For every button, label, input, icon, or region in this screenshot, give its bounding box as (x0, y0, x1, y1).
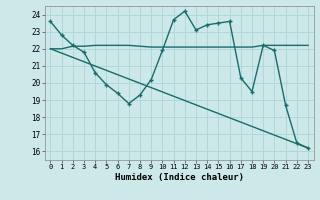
X-axis label: Humidex (Indice chaleur): Humidex (Indice chaleur) (115, 173, 244, 182)
